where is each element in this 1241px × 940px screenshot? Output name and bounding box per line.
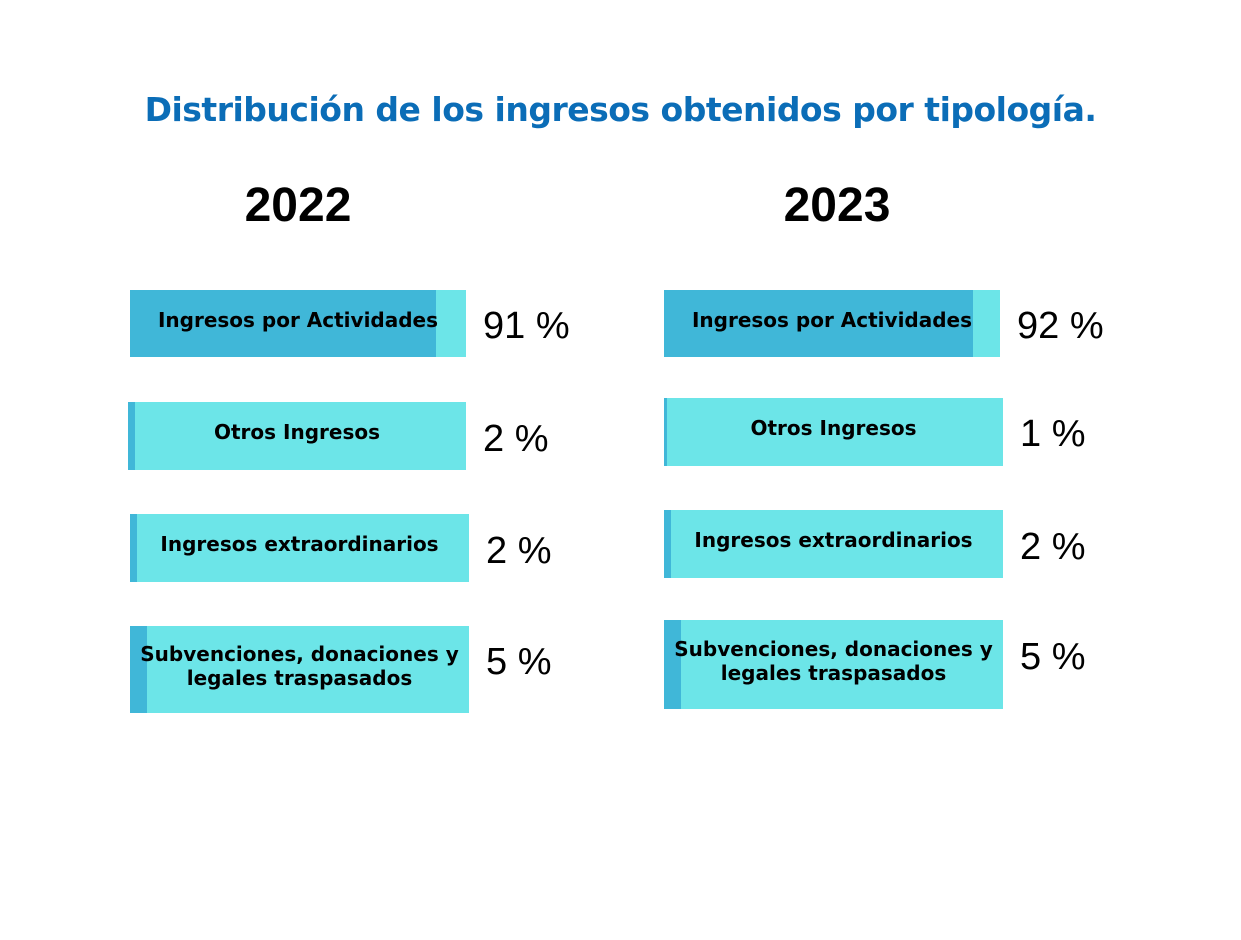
bar-label: Otros Ingresos <box>750 416 917 440</box>
bar-label: Subvenciones, donaciones y legales trasp… <box>140 641 459 690</box>
value-label: 92 % <box>1017 305 1104 347</box>
bar-2023-extraordinarios: Ingresos extraordinarios <box>664 510 1003 578</box>
bar-fill <box>664 290 974 357</box>
value-label: 2 % <box>483 418 549 460</box>
bar-fill <box>130 290 436 357</box>
bar-label: Ingresos extraordinarios <box>160 532 439 556</box>
value-label: 5 % <box>486 641 552 683</box>
bar-2022-otros: Otros Ingresos <box>128 402 466 470</box>
value-label: 2 % <box>1020 526 1086 568</box>
value-label: 2 % <box>486 530 552 572</box>
bar-2023-otros: Otros Ingresos <box>664 398 1003 466</box>
bar-2023-actividades: Ingresos por Actividades <box>664 290 1000 357</box>
bar-fill <box>664 510 671 578</box>
chart-title: Distribución de los ingresos obtenidos p… <box>144 90 1097 129</box>
value-label: 1 % <box>1020 413 1086 455</box>
bar-fill <box>664 398 668 466</box>
bar-fill <box>130 514 137 582</box>
bar-fill <box>664 620 681 709</box>
year-2023-heading: 2023 <box>783 179 891 232</box>
bar-2022-subvenciones: Subvenciones, donaciones y legales trasp… <box>130 626 469 713</box>
bar-2023-subvenciones: Subvenciones, donaciones y legales trasp… <box>664 620 1003 709</box>
bar-fill <box>128 402 135 470</box>
bar-2022-extraordinarios: Ingresos extraordinarios <box>130 514 469 582</box>
bar-fill <box>130 626 147 713</box>
value-label: 5 % <box>1020 636 1086 678</box>
bar-2022-actividades: Ingresos por Actividades <box>130 290 466 357</box>
year-2022-heading: 2022 <box>244 179 352 232</box>
bar-label: Otros Ingresos <box>213 420 380 444</box>
bar-label: Ingresos por Actividades <box>157 307 439 332</box>
bar-label: Ingresos extraordinarios <box>694 528 973 552</box>
value-label: 91 % <box>483 305 570 347</box>
bar-label: Subvenciones, donaciones y legales trasp… <box>674 636 993 685</box>
bar-label: Ingresos por Actividades <box>691 307 973 332</box>
